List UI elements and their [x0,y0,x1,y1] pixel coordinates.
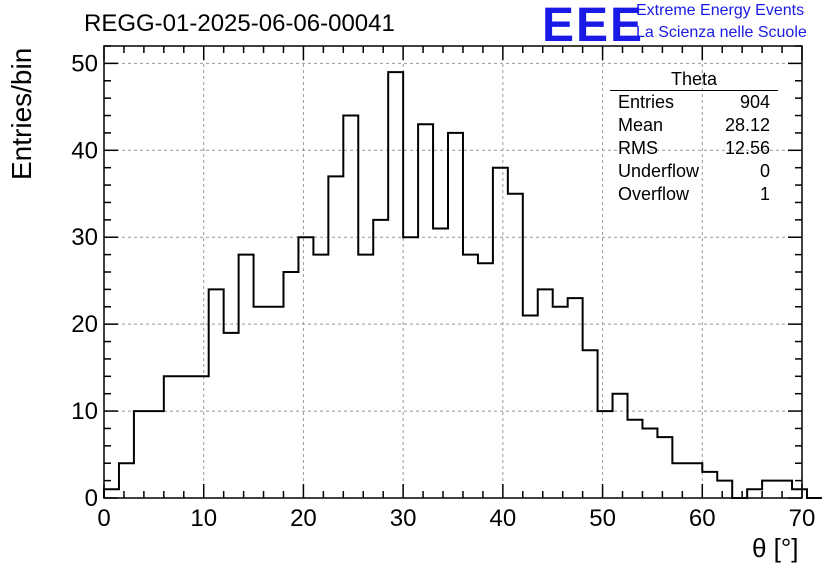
x-tick-label: 0 [97,505,110,532]
run-title: REGG-01-2025-06-06-00041 [84,10,395,37]
x-tick-label: 70 [789,505,816,532]
y-tick-label: 30 [71,224,98,251]
x-tick-label: 50 [589,505,616,532]
x-axis-label: θ [°] [752,533,799,563]
stats-row-entries: Entries 904 [610,91,778,114]
logo-tagline-1: Extreme Energy Events [636,2,805,19]
axis-ticks [103,45,803,499]
stats-row-rms: RMS 12.56 [610,137,778,160]
stats-label: Underflow [618,161,700,181]
stats-value: 1 [759,184,770,204]
y-tick-label: 20 [71,311,98,338]
stats-label: Entries [618,92,675,112]
stats-row-overflow: Overflow 1 [610,183,778,206]
x-tick-label: 60 [689,505,716,532]
stats-value: 0 [759,161,770,181]
stats-row-underflow: Underflow 0 [610,160,778,183]
stats-label: Mean [618,115,664,135]
stats-label: RMS [618,138,658,158]
y-tick-label: 0 [85,485,98,512]
x-tick-label: 40 [490,505,517,532]
x-tick-label: 10 [190,505,217,532]
y-axis-label: Entries/bin [6,47,37,180]
stats-title: Theta [610,68,778,91]
stats-value: 904 [739,92,770,112]
grid-lines [104,46,802,498]
eee-logo: EEE [542,0,645,52]
logo-tagline-2: La Scienza nelle Scuole [636,24,807,41]
x-tick-label: 30 [390,505,417,532]
stats-row-mean: Mean 28.12 [610,114,778,137]
y-tick-label: 50 [71,50,98,77]
stats-value: 12.56 [724,138,770,158]
stats-value: 28.12 [724,115,770,135]
x-tick-label: 20 [290,505,317,532]
stats-label: Overflow [618,184,690,204]
stats-box: Theta Entries 904 Mean 28.12 RMS 12.56 U… [610,68,778,206]
histogram-outline [103,71,822,499]
y-tick-label: 10 [71,398,98,425]
y-tick-label: 40 [71,137,98,164]
